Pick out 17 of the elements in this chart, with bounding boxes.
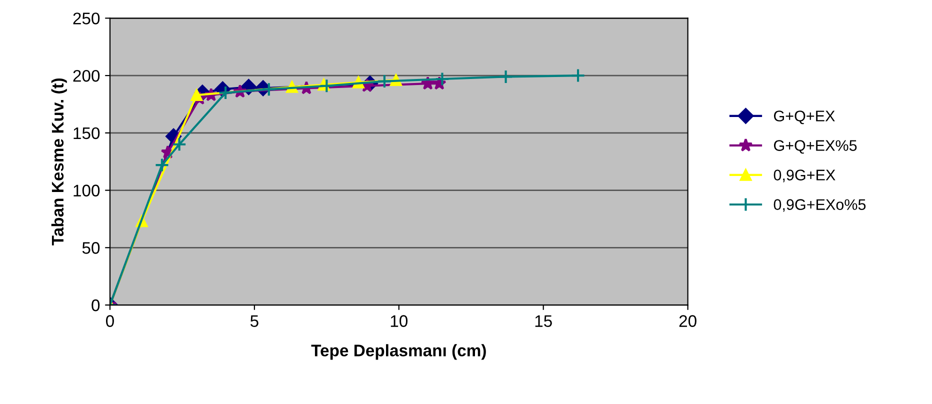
legend-label: 0,9G+EXo%5 — [774, 199, 866, 212]
legend-label: 0,9G+EX — [774, 170, 836, 182]
x-axis-title: Tepe Deplasmanı (cm) — [311, 344, 486, 360]
y-tick-label: 150 — [74, 127, 100, 140]
y-axis-title: Taban Kesme Kuv. (t) — [51, 78, 67, 246]
x-tick-label: 5 — [250, 315, 258, 327]
y-tick-label: 50 — [82, 242, 100, 254]
legend-label: G+Q+EX — [774, 110, 835, 124]
x-tick-label: 0 — [106, 315, 114, 327]
y-tick-label: 250 — [73, 12, 100, 24]
x-tick-label: 10 — [390, 315, 408, 327]
y-tick-label: 0 — [92, 299, 100, 312]
x-tick-label: 20 — [679, 315, 696, 327]
y-tick-label: 100 — [74, 184, 100, 196]
legend-label: G+Q+EX%5 — [774, 140, 857, 154]
x-tick-label: 15 — [535, 315, 552, 327]
y-tick-label: 200 — [73, 70, 100, 82]
